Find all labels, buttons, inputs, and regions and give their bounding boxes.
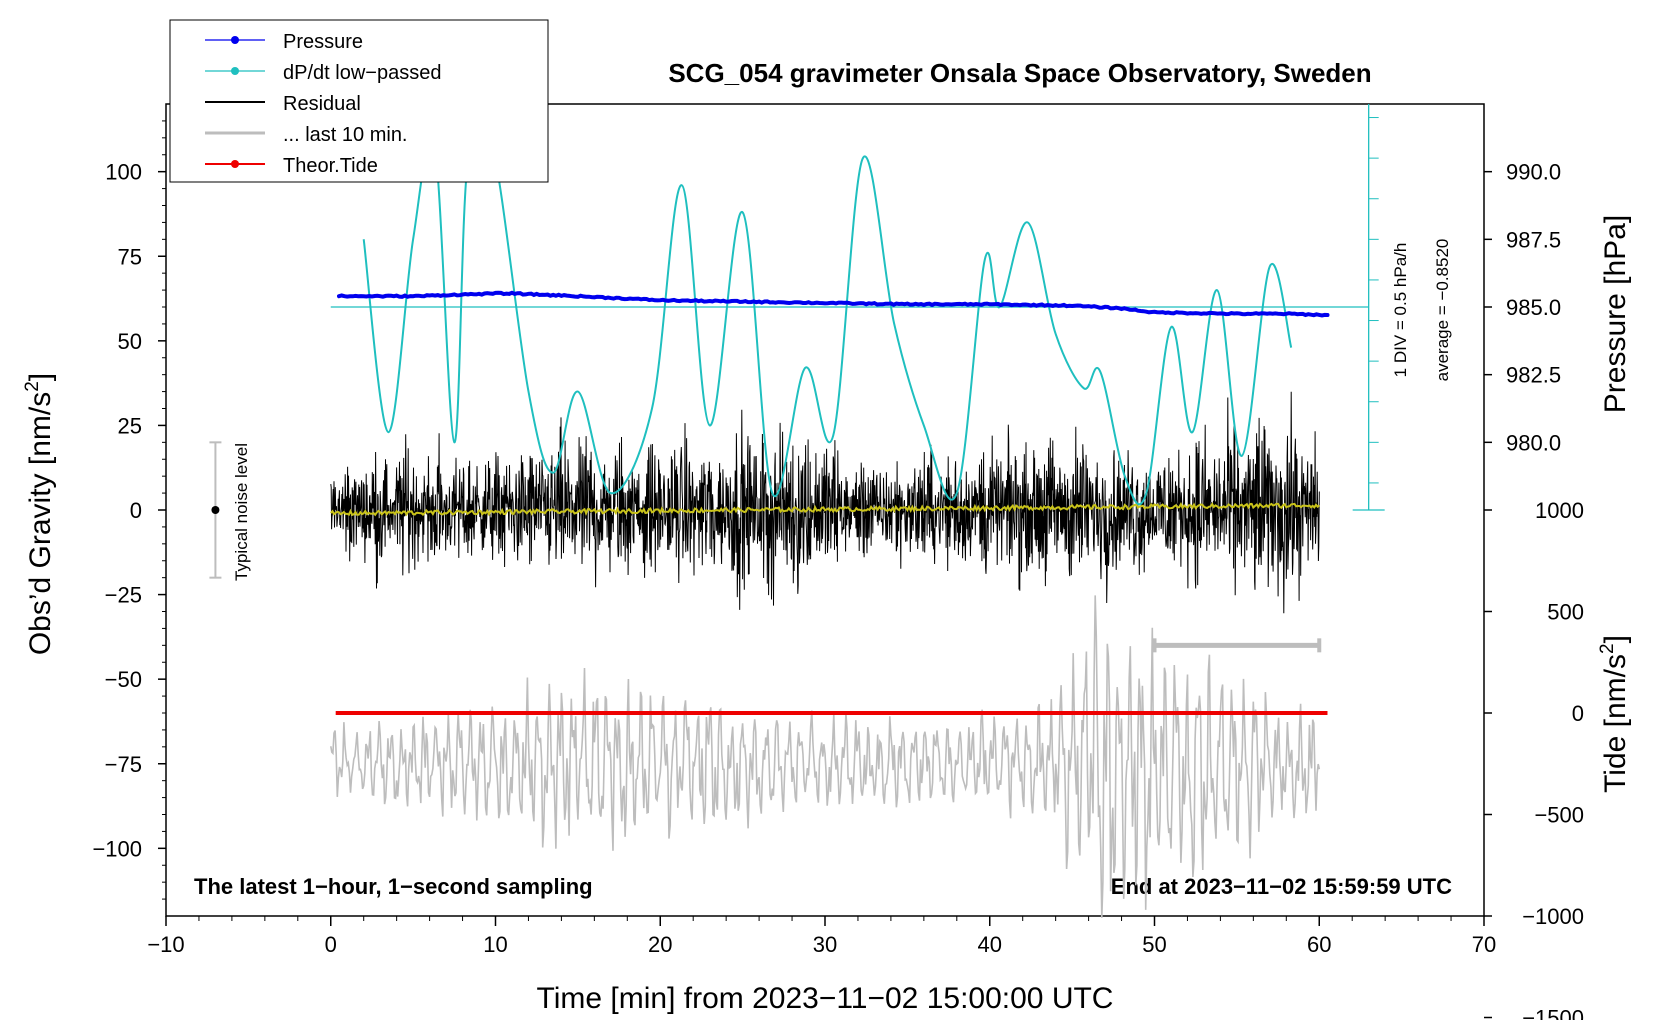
legend-label-dpdt: dP/dt low−passed [283, 62, 441, 84]
pressure-tick-label: 980.0 [1506, 430, 1561, 455]
pressure-line [337, 290, 1330, 318]
residual-line [330, 391, 1320, 614]
tide-axis-title-sup: 2 [1597, 643, 1618, 654]
legend: Pressure dP/dt low−passed Residual ... l… [169, 19, 549, 183]
left-axis-title-end: ] [24, 373, 57, 381]
left-tick-label: −75 [105, 752, 142, 777]
left-tick-label: −100 [92, 836, 142, 861]
left-tick-label: 50 [118, 329, 142, 354]
tide-tick-label: 1000 [1535, 498, 1584, 523]
pressure-tick-label: 987.5 [1506, 227, 1561, 252]
x-tick-label: 40 [978, 932, 1002, 957]
last10-line [330, 595, 1321, 918]
tide-tick-label: −1500 [1522, 1006, 1584, 1020]
left-axis-title: Obs’d Gravity [nm/s2] [22, 373, 57, 655]
x-tick-label: −10 [147, 932, 184, 957]
pressure-tick-label: 985.0 [1506, 295, 1561, 320]
legend-label-pressure: Pressure [283, 31, 363, 53]
pressure-axis-title: Pressure [hPa] [1599, 215, 1632, 413]
left-axis-title-main: Obs’d Gravity [nm/s [24, 392, 57, 655]
tide-axis-title-end: ] [1599, 635, 1632, 643]
x-tick-label: 60 [1307, 932, 1331, 957]
tide-tick-label: −500 [1534, 803, 1584, 828]
tide-tick-label: 0 [1572, 701, 1584, 726]
legend-label-last10: ... last 10 min. [283, 124, 408, 146]
tide-tick-label: 500 [1547, 600, 1584, 625]
left-tick-label: −25 [105, 583, 142, 608]
note-end-time: End at 2023−11−02 15:59:59 UTC [1111, 874, 1452, 899]
legend-marker-pressure [231, 36, 239, 44]
legend-label-residual: Residual [283, 93, 361, 115]
x-tick-label: 0 [325, 932, 337, 957]
left-tick-label: 25 [118, 413, 142, 438]
left-tick-label: 0 [130, 498, 142, 523]
legend-label-tide: Theor.Tide [283, 155, 378, 177]
left-axis-ticks: 100 75 50 25 0 −25 −50 −75 −100 [92, 120, 166, 900]
legend-marker-dpdt [231, 67, 239, 75]
tide-tick-label: −1000 [1522, 904, 1584, 929]
pressure-tick-label: 990.0 [1506, 160, 1561, 185]
x-tick-label: 50 [1142, 932, 1166, 957]
dpdt-div-label: 1 DIV = 0.5 hPa/h [1391, 243, 1410, 378]
x-tick-label: 10 [483, 932, 507, 957]
x-tick-label: 20 [648, 932, 672, 957]
tide-axis-ticks: 1000 500 0 −500 −1000 −1500 [1484, 498, 1584, 1020]
legend-marker-tide [231, 160, 239, 168]
left-axis-title-sup: 2 [22, 381, 43, 392]
x-tick-label: 70 [1472, 932, 1496, 957]
left-tick-label: −50 [105, 667, 142, 692]
pressure-axis-ticks: 990.0 987.5 985.0 982.5 980.0 [1484, 160, 1561, 455]
note-sampling: The latest 1−hour, 1−second sampling [194, 874, 593, 899]
annotation-marks [209, 104, 1385, 653]
chart-title: SCG_054 gravimeter Onsala Space Observat… [668, 58, 1371, 88]
x-axis-ticks: −10 0 10 20 30 40 50 60 70 [147, 916, 1496, 957]
dpdt-average-label: average = −0.8520 [1433, 239, 1452, 382]
tide-axis-title: Tide [nm/s2] [1597, 635, 1632, 793]
left-tick-label: 75 [118, 244, 142, 269]
left-tick-label: 100 [105, 160, 142, 185]
x-tick-label: 30 [813, 932, 837, 957]
tide-axis-title-main: Tide [nm/s [1599, 654, 1632, 793]
x-axis-title: Time [min] from 2023−11−02 15:00:00 UTC [537, 982, 1114, 1015]
series-layer [330, 120, 1369, 918]
noise-center-dot [211, 506, 220, 514]
pressure-tick-label: 982.5 [1506, 363, 1561, 388]
residual-smooth-line [330, 502, 1320, 517]
noise-level-label: Typical noise level [232, 443, 251, 581]
